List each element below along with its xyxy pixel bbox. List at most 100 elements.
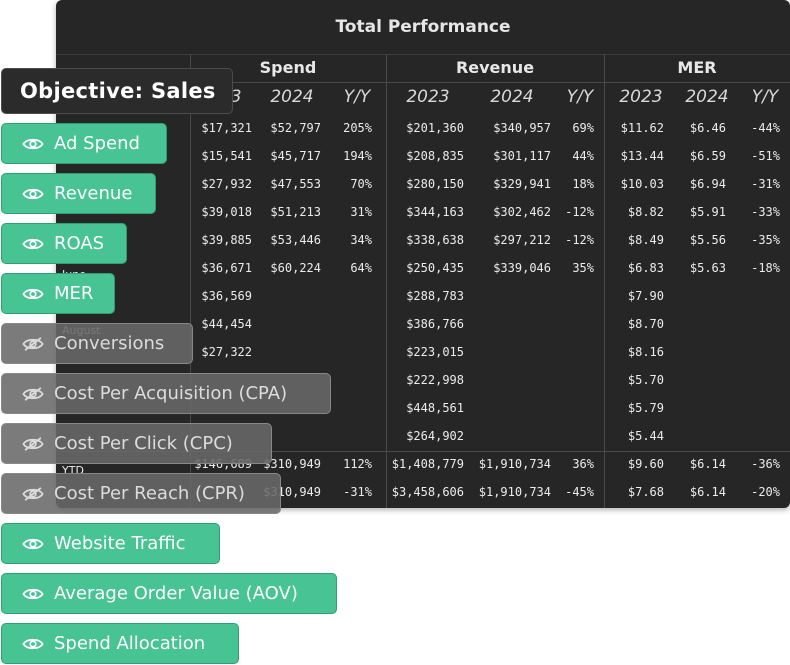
table-row: $15,541 $45,717 194% $208,835 $301,117 44% $13… (56, 142, 790, 170)
metric-toggle-spend-allocation[interactable]: Spend Allocation (1, 623, 239, 664)
table-cell: -51% (751, 149, 780, 163)
eye-icon (2, 187, 54, 201)
column-divider (604, 54, 605, 508)
metric-label: Spend Allocation (54, 633, 206, 654)
table-cell: $222,998 (406, 373, 464, 387)
year-header: 2024 (270, 87, 314, 107)
table-cell: $51,213 (270, 205, 321, 219)
table-cell: -45% (565, 485, 594, 499)
table-cell: $13.44 (620, 149, 664, 163)
table-cell: $6.94 (689, 177, 726, 191)
table-cell: $8.70 (627, 317, 664, 331)
metric-toggle-cost-per-click-cpc[interactable]: Cost Per Click (CPC) (1, 423, 272, 464)
group-header-revenue: Revenue (455, 58, 535, 77)
table-cell: -35% (751, 233, 780, 247)
table-row: $39,885 $53,446 34% $338,638 $297,212 -12% $8.… (56, 226, 790, 254)
table-row: $27,322 $223,015 $8.16 (56, 338, 790, 366)
table-cell: $39,018 (201, 205, 252, 219)
eye-icon (2, 287, 54, 301)
table-cell: $5.70 (627, 373, 664, 387)
table-cell: 205% (343, 121, 372, 135)
table-cell: -31% (343, 485, 372, 499)
metric-toggle-average-order-value-aov[interactable]: Average Order Value (AOV) (1, 573, 337, 614)
table-cell: $1,910,734 (478, 485, 551, 499)
year-header: Y/Y (343, 87, 371, 107)
year-header: Y/Y (751, 87, 779, 107)
table-row: $264,902 $5.44 (56, 422, 790, 450)
table-cell: 69% (572, 121, 594, 135)
table-row: $27,932 $47,553 70% $280,150 $329,941 18% $10.… (56, 170, 790, 198)
metric-label: Average Order Value (AOV) (54, 583, 298, 604)
table-cell: 36% (572, 457, 594, 471)
table-cell: $6.14 (689, 457, 726, 471)
table-cell: $340,957 (493, 121, 551, 135)
table-row: $39,018 $51,213 31% $344,163 $302,462 -12% $8.… (56, 198, 790, 226)
table-cell: $264,902 (406, 429, 464, 443)
table-cell: $15,541 (201, 149, 252, 163)
table-cell: $6.46 (689, 121, 726, 135)
table-cell: -44% (751, 121, 780, 135)
metric-toggle-cost-per-acquisition-cpa[interactable]: Cost Per Acquisition (CPA) (1, 373, 331, 414)
objective-label[interactable]: Objective: Sales (1, 68, 233, 114)
table-cell: $344,163 (406, 205, 464, 219)
metric-toggle-cost-per-reach-cpr[interactable]: Cost Per Reach (CPR) (1, 473, 281, 514)
table-cell: $288,783 (406, 289, 464, 303)
row-divider (56, 451, 790, 452)
table-row: $36,569 $288,783 $7.90 (56, 282, 790, 310)
table-cell: $302,462 (493, 205, 551, 219)
metric-toggle-ad-spend[interactable]: Ad Spend (1, 123, 167, 164)
row-divider (56, 82, 790, 83)
metric-label: Revenue (54, 183, 133, 204)
group-header-spend: Spend (259, 58, 317, 77)
table-cell: $8.49 (627, 233, 664, 247)
table-cell: $17,321 (201, 121, 252, 135)
table-cell: $280,150 (406, 177, 464, 191)
table-cell: 112% (343, 457, 372, 471)
eye-icon (2, 137, 54, 151)
metric-toggle-conversions[interactable]: Conversions (1, 323, 193, 364)
metric-label: Conversions (54, 333, 165, 354)
table-cell: 18% (572, 177, 594, 191)
metric-label: Cost Per Reach (CPR) (54, 483, 245, 504)
table-cell: -12% (565, 205, 594, 219)
table-cell: $339,046 (493, 261, 551, 275)
eye-off-icon (2, 386, 54, 401)
table-cell: $36,569 (201, 289, 252, 303)
table-cell: $45,717 (270, 149, 321, 163)
eye-icon (2, 637, 54, 651)
table-cell: $329,941 (493, 177, 551, 191)
year-header: 2024 (490, 87, 534, 107)
table-cell: $310,949 (263, 457, 321, 471)
metric-toggle-roas[interactable]: ROAS (1, 223, 127, 264)
eye-icon (2, 587, 54, 601)
table-cell: $338,638 (406, 233, 464, 247)
table-cell: $5.91 (689, 205, 726, 219)
table-cell: $27,322 (201, 345, 252, 359)
table-cell: $9.60 (627, 457, 664, 471)
table-cell: $5.44 (627, 429, 664, 443)
table-cell: $53,446 (270, 233, 321, 247)
metric-toggle-revenue[interactable]: Revenue (1, 173, 156, 214)
metric-label: Website Traffic (54, 533, 186, 554)
table-cell: 70% (350, 177, 372, 191)
metric-toggle-mer[interactable]: MER (1, 273, 115, 314)
table-cell: 64% (350, 261, 372, 275)
table-cell: $301,117 (493, 149, 551, 163)
table-cell: $6.83 (627, 261, 664, 275)
table-cell: $7.90 (627, 289, 664, 303)
table-cell: $3,458,606 (391, 485, 464, 499)
eye-icon (2, 537, 54, 551)
table-cell: $223,015 (406, 345, 464, 359)
table-cell: $11.62 (620, 121, 664, 135)
table-cell: $250,435 (406, 261, 464, 275)
metric-toggle-website-traffic[interactable]: Website Traffic (1, 523, 220, 564)
table-cell: $39,885 (201, 233, 252, 247)
table-cell: $1,408,779 (391, 457, 464, 471)
table-cell: $6.14 (689, 485, 726, 499)
year-header: Y/Y (566, 87, 594, 107)
table-cell: $448,561 (406, 401, 464, 415)
table-cell: -33% (751, 205, 780, 219)
table-cell: 194% (343, 149, 372, 163)
eye-off-icon (2, 336, 54, 351)
table-title: Total Performance (56, 0, 790, 55)
